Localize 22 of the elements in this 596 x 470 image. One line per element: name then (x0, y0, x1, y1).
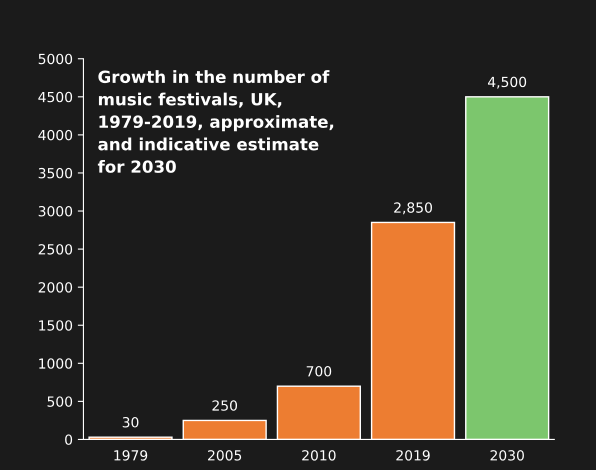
y-tick-label: 1500 (39, 320, 72, 331)
y-tick-label: 4500 (38, 92, 72, 102)
y-tick-label: 5000 (38, 54, 72, 64)
y-tick-label: 2500 (38, 244, 72, 255)
x-tick-label: 2005 (208, 450, 242, 461)
y-tick-label: 3500 (38, 168, 72, 178)
text: Growth in the number of music festivals, UK, 1979-2019, approximate, and indicative estimate for 2030 (98, 70, 334, 173)
x-tick-label: 2030 (490, 450, 524, 461)
data-label: 250 (212, 400, 238, 411)
y-tick-label: 500 (48, 396, 72, 407)
x-tick-label: 2010 (302, 450, 336, 461)
x-tick-label: 2019 (396, 450, 430, 461)
data-label: 4,500 (488, 76, 526, 89)
data-label: 30 (122, 417, 138, 428)
data-label: 700 (306, 366, 332, 377)
y-tick-label: 2000 (38, 282, 72, 293)
y-tick-label: 3000 (38, 206, 72, 217)
y-tick-label: 4000 (38, 130, 72, 140)
y-tick-label: 1000 (39, 358, 72, 369)
y-tick-label: 0 (65, 434, 72, 445)
x-tick-label: 1979 (114, 450, 148, 461)
data-label: 2,850 (394, 202, 432, 214)
